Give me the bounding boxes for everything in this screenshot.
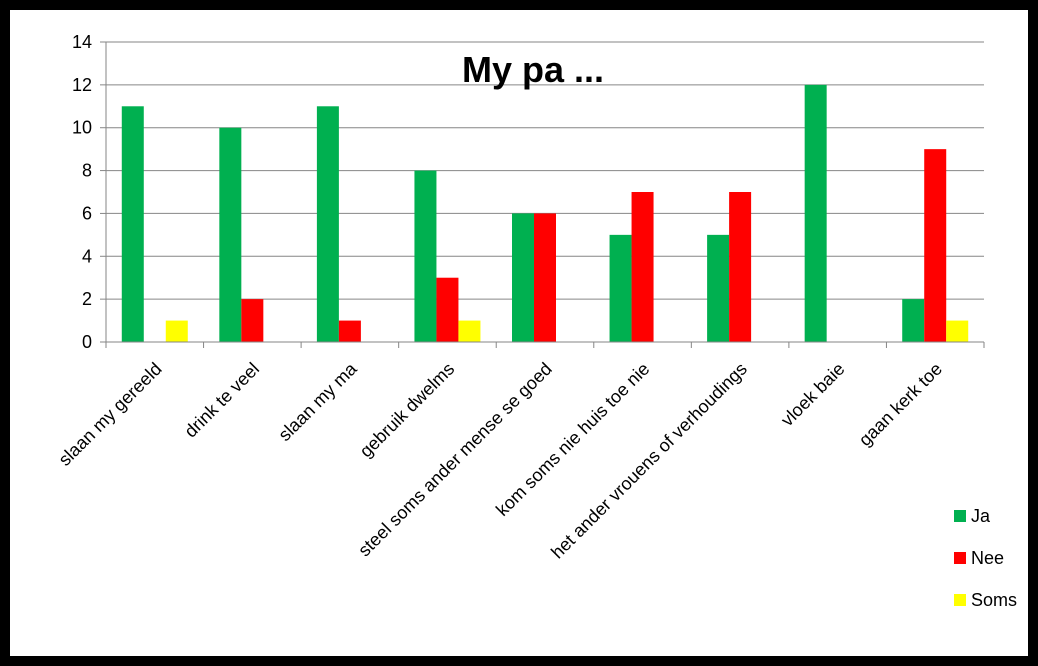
legend-label-nee: Nee xyxy=(971,548,1004,568)
legend: Ja Nee Soms xyxy=(954,506,1017,610)
x-category-label: slaan my ma xyxy=(274,358,361,445)
bars xyxy=(121,84,969,343)
bar-ja xyxy=(219,127,242,342)
legend-label-soms: Soms xyxy=(971,590,1017,610)
y-tick-label: 4 xyxy=(82,246,92,266)
bar-nee xyxy=(729,192,752,342)
bar-nee xyxy=(338,320,361,342)
x-category-label: gaan kerk toe xyxy=(855,359,946,450)
bar-nee xyxy=(534,213,556,342)
y-tick-label: 10 xyxy=(72,118,92,138)
bar-ja xyxy=(902,299,925,342)
bar-ja xyxy=(707,234,730,342)
bar-nee xyxy=(631,192,654,342)
legend-swatch-soms xyxy=(954,594,966,606)
bar-ja xyxy=(414,170,437,342)
y-tick-labels: 0 2 4 6 8 10 12 14 xyxy=(72,32,92,352)
x-category-labels: slaan my gereeld drink te veel slaan my ma… xyxy=(55,358,947,562)
x-category-label: drink te veel xyxy=(180,359,263,442)
bar-ja xyxy=(512,213,534,342)
bar-soms xyxy=(458,320,481,342)
y-tick-label: 12 xyxy=(72,75,92,95)
legend-swatch-nee xyxy=(954,552,966,564)
y-tick-label: 0 xyxy=(82,332,92,352)
bar-soms xyxy=(946,320,969,342)
bar-nee xyxy=(924,149,947,342)
bar-ja xyxy=(316,106,339,343)
x-category-label: slaan my gereeld xyxy=(55,359,166,470)
x-category-label: gebruik dwelms xyxy=(356,359,459,462)
y-tick-label: 6 xyxy=(82,203,92,223)
chart-title: My pa ... xyxy=(462,49,604,90)
legend-swatch-ja xyxy=(954,510,966,522)
x-category-label: vloek baie xyxy=(777,359,848,430)
legend-label-ja: Ja xyxy=(971,506,991,526)
bar-nee xyxy=(241,299,264,342)
x-category-label: het ander vrouens of verhoudings xyxy=(547,359,751,563)
bar-ja xyxy=(804,84,827,342)
bar-nee xyxy=(436,277,459,342)
bar-ja xyxy=(121,106,144,343)
y-tick-label: 2 xyxy=(82,289,92,309)
bar-soms xyxy=(165,320,188,342)
y-tick-label: 8 xyxy=(82,161,92,181)
x-category-label: steel soms ander mense se goed xyxy=(354,359,556,561)
y-tick-label: 14 xyxy=(72,32,92,52)
bar-ja xyxy=(609,234,632,342)
axes xyxy=(100,41,985,348)
